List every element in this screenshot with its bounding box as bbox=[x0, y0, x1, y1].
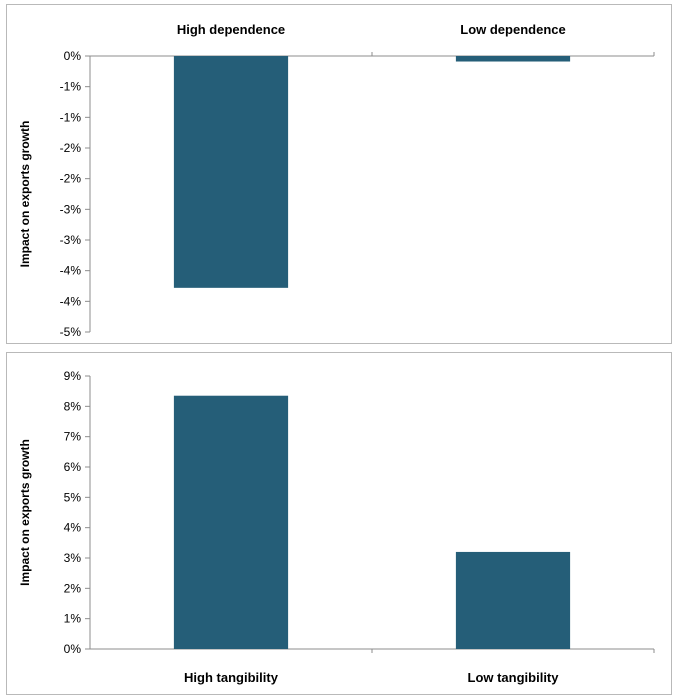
y-tick-label: -2% bbox=[60, 172, 82, 186]
y-tick-label: -2% bbox=[60, 141, 82, 155]
y-tick-label: 3% bbox=[64, 551, 82, 565]
chart-panel-top: 0% -1% -1% -2% -2% -3% -3% -4% -4% -5% High depend… bbox=[6, 4, 672, 344]
y-tick-label: -3% bbox=[60, 202, 82, 216]
y-tick-label: 6% bbox=[64, 460, 82, 474]
bar bbox=[455, 56, 571, 62]
chart-panel-bottom: 0% 1% 2% 3% 4% 5% 6% 7% 8% 9% High tangibility Low … bbox=[6, 352, 672, 695]
y-tick-label: -4% bbox=[60, 294, 82, 308]
y-tick-label: -1% bbox=[60, 80, 82, 94]
bar bbox=[173, 56, 289, 288]
y-tick-label: 0% bbox=[64, 642, 82, 656]
chart-bottom: 0% 1% 2% 3% 4% 5% 6% 7% 8% 9% High tangibility Low … bbox=[18, 369, 655, 685]
y-tick-label: 5% bbox=[64, 490, 82, 504]
y-tick-label: -3% bbox=[60, 233, 82, 247]
category-label: Low dependence bbox=[460, 22, 565, 37]
bar bbox=[173, 395, 289, 649]
y-tick-label: -1% bbox=[60, 110, 82, 124]
category-label: High dependence bbox=[177, 22, 285, 37]
y-axis-title: Impact on exports growth bbox=[18, 121, 32, 268]
y-tick-label: 7% bbox=[64, 430, 82, 444]
y-tick-label: 2% bbox=[64, 581, 82, 595]
y-tick-label: 1% bbox=[64, 612, 82, 626]
y-tick-label: 8% bbox=[64, 399, 82, 413]
bar bbox=[455, 551, 571, 649]
y-tick-label: -5% bbox=[60, 325, 82, 339]
category-label: Low tangibility bbox=[468, 670, 560, 685]
y-tick-label: 4% bbox=[64, 521, 82, 535]
y-tick-label: -4% bbox=[60, 264, 82, 278]
y-axis-title: Impact on exports growth bbox=[18, 439, 32, 586]
category-label: High tangibility bbox=[184, 670, 279, 685]
chart-top: 0% -1% -1% -2% -2% -3% -3% -4% -4% -5% High depend… bbox=[18, 22, 655, 339]
y-tick-label: 9% bbox=[64, 369, 82, 383]
y-tick-label: 0% bbox=[64, 49, 82, 63]
